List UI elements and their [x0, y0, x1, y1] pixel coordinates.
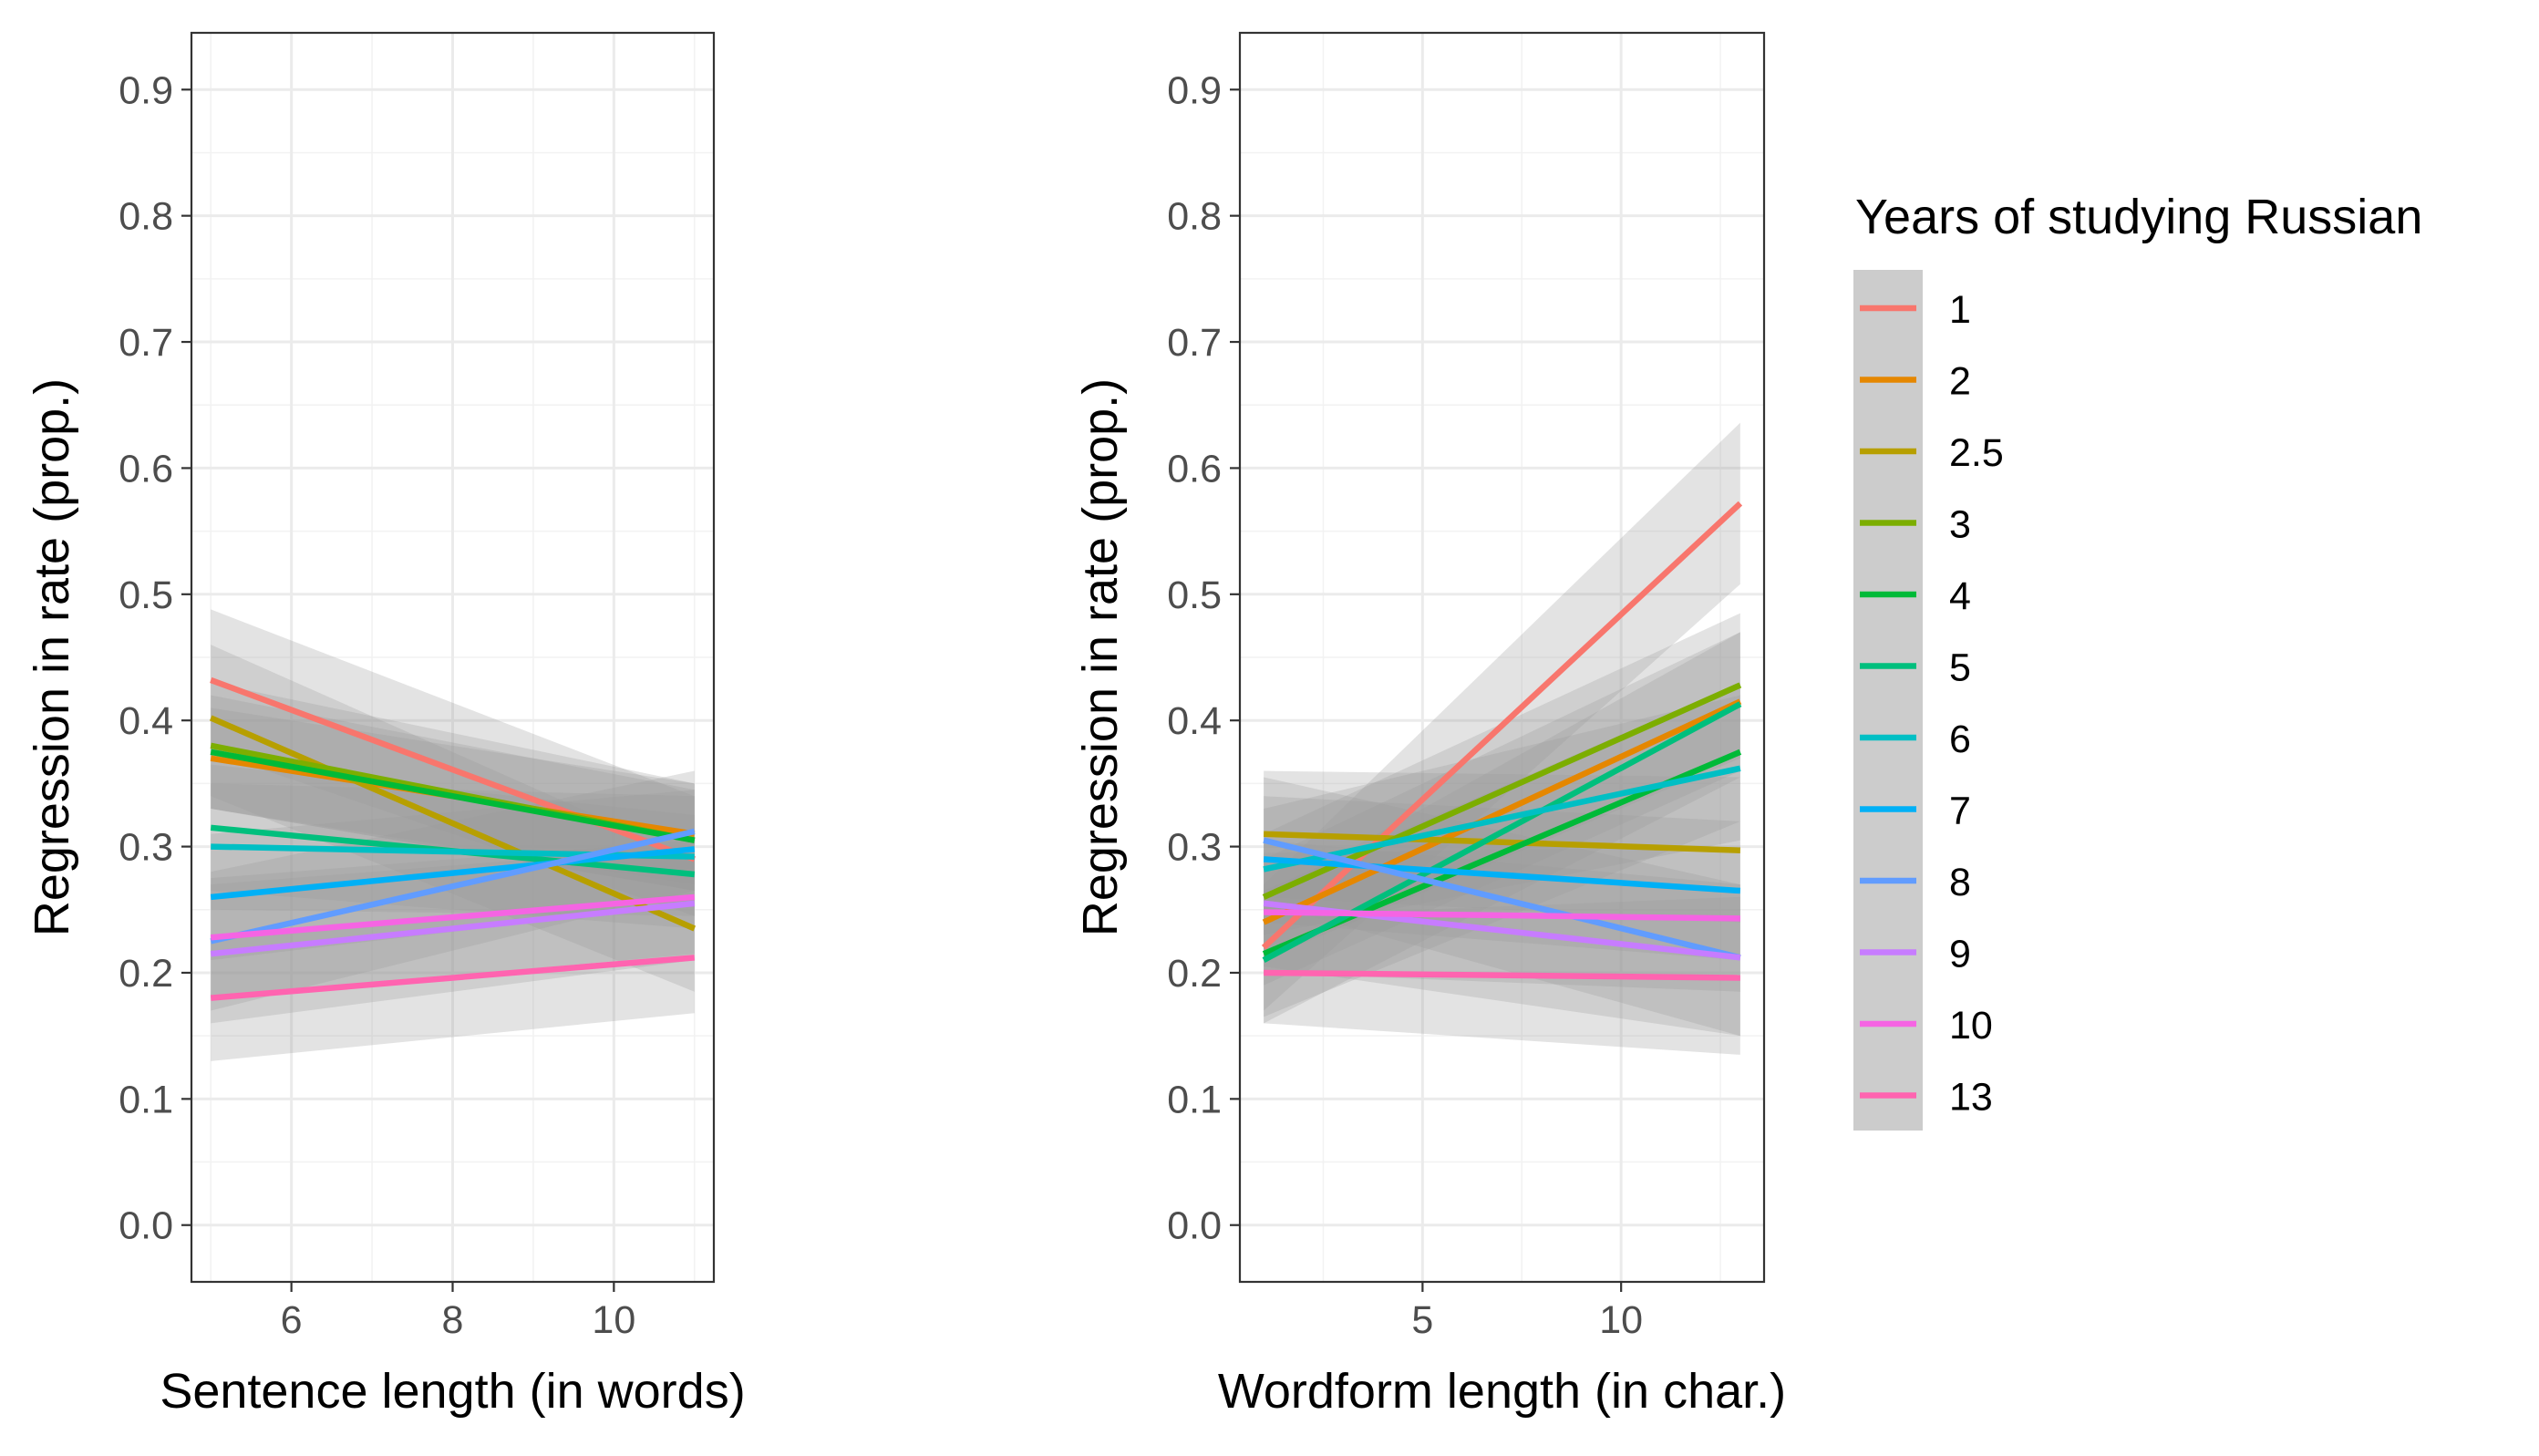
legend-items: 1 2 2.5 3 4 5 6 7 8 9 10 13 [1860, 288, 2004, 1120]
right-line-series-2 [1262, 698, 1742, 925]
right-x-axis-title: Wordform length (in char.) [1218, 1364, 1786, 1419]
legend-label-13: 13 [1949, 1076, 1993, 1120]
right-x-tick-label: 5 [1411, 1298, 1433, 1342]
legend-label-6: 6 [1949, 718, 1971, 761]
right-line-series-13 [1264, 969, 1740, 981]
left-line-series-4 [210, 749, 696, 843]
left-line-series-1 [210, 676, 696, 862]
right-line-series-2.5 [1264, 831, 1740, 853]
legend-label-9: 9 [1949, 933, 1971, 976]
left-y-tick-label: 0.2 [119, 952, 173, 996]
right-y-tick-label: 0.4 [1167, 699, 1222, 743]
left-y-tick-label: 0.3 [119, 826, 173, 870]
left-series-lines [209, 676, 697, 1001]
left-y-tick-label: 0.0 [119, 1204, 173, 1248]
legend-label-3: 3 [1949, 503, 1971, 547]
left-x-tick-label: 10 [592, 1298, 635, 1342]
left-y-axis: 0.0 0.1 0.2 0.3 0.4 0.5 0.6 0.7 0.8 0.9 [119, 68, 191, 1248]
legend-label-8: 8 [1949, 861, 1971, 904]
right-line-series-8 [1263, 837, 1741, 961]
legend-label-1: 1 [1949, 288, 1971, 332]
left-line-series-7 [210, 846, 696, 901]
left-y-tick-label: 0.7 [119, 321, 173, 365]
right-line-series-10 [1264, 909, 1740, 922]
right-gridlines [1240, 33, 1764, 1282]
right-y-tick-label: 0.0 [1167, 1204, 1222, 1248]
left-x-tick-label: 8 [442, 1298, 464, 1342]
legend-label-4: 4 [1949, 574, 1971, 618]
right-line-series-1 [1261, 501, 1743, 950]
right-ci-band-3 [1264, 613, 1740, 961]
left-line-series-9 [210, 900, 696, 957]
legend: Years of studying Russian 1 2 2.5 3 4 5 6 7 8 9 10… [1853, 190, 2422, 1131]
right-y-tick-label: 0.2 [1167, 952, 1222, 996]
legend-label-2: 2 [1949, 360, 1971, 404]
left-line-series-8 [210, 828, 696, 945]
left-panel: 0.0 0.1 0.2 0.3 0.4 0.5 0.6 0.7 0.8 0.9 6 8 10 Sent… [25, 31, 746, 1419]
left-line-series-2.5 [209, 715, 697, 932]
right-line-series-7 [1263, 856, 1741, 894]
right-y-axis: 0.0 0.1 0.2 0.3 0.4 0.5 0.6 0.7 0.8 0.9 [1167, 68, 1240, 1248]
right-y-axis-title: Regression in rate (prop.) [1073, 378, 1128, 936]
left-x-axis: 6 8 10 [281, 1282, 635, 1342]
left-ci-band-8 [211, 770, 695, 1011]
right-line-series-5 [1262, 701, 1742, 963]
left-line-series-10 [210, 893, 696, 941]
legend-label-10: 10 [1949, 1004, 1993, 1048]
left-y-tick-label: 0.8 [119, 195, 173, 239]
legend-label-5: 5 [1949, 646, 1971, 690]
right-ci-band-9 [1264, 840, 1740, 1037]
right-y-tick-label: 0.5 [1167, 573, 1222, 617]
right-y-tick-label: 0.3 [1167, 826, 1222, 870]
right-y-tick-label: 0.9 [1167, 68, 1222, 112]
right-x-tick-label: 10 [1599, 1298, 1643, 1342]
right-line-series-6 [1263, 765, 1741, 873]
left-ci-band-9 [211, 846, 695, 1024]
right-y-tick-label: 0.8 [1167, 195, 1222, 239]
right-series-lines [1261, 501, 1743, 981]
left-y-tick-label: 0.1 [119, 1078, 173, 1121]
left-line-series-13 [210, 955, 696, 1001]
legend-title: Years of studying Russian [1855, 190, 2422, 244]
right-panel: 0.0 0.1 0.2 0.3 0.4 0.5 0.6 0.7 0.8 0.9 5 10 Wordf… [1073, 31, 1786, 1419]
legend-label-7: 7 [1949, 790, 1971, 833]
left-y-tick-label: 0.4 [119, 699, 173, 743]
left-y-axis-title: Regression in rate (prop.) [25, 378, 79, 936]
left-y-tick-label: 0.5 [119, 573, 173, 617]
legend-label-2.5: 2.5 [1949, 431, 2004, 475]
right-x-axis: 5 10 [1411, 1282, 1643, 1342]
left-x-axis-title: Sentence length (in words) [160, 1364, 745, 1419]
right-ci-band-5 [1264, 632, 1740, 1024]
right-plot-border [1238, 31, 1766, 1284]
right-y-tick-label: 0.1 [1167, 1078, 1222, 1121]
left-ci-band-1 [211, 609, 695, 916]
legend-key-background [1853, 270, 1923, 1131]
right-y-tick-label: 0.6 [1167, 447, 1222, 490]
left-y-tick-label: 0.6 [119, 447, 173, 490]
right-y-tick-label: 0.7 [1167, 321, 1222, 365]
right-ci-band-1 [1264, 422, 1740, 1011]
left-y-tick-label: 0.9 [119, 68, 173, 112]
left-x-tick-label: 6 [281, 1298, 303, 1342]
left-ci-band-3 [211, 682, 695, 892]
